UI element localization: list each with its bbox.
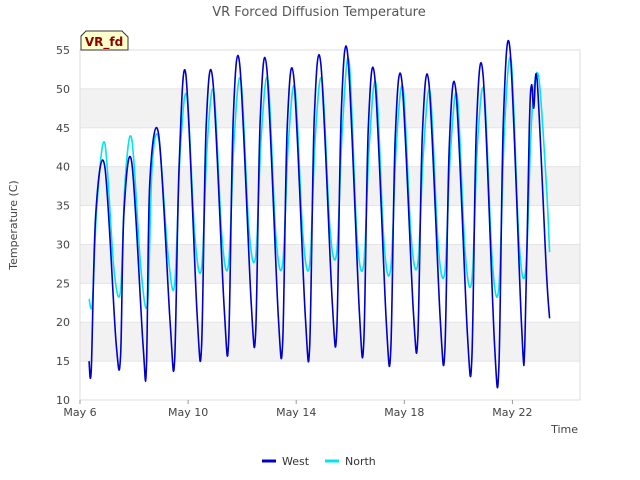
x-tick-label: May 10 [168,406,208,419]
grid-band [80,166,580,206]
x-tick-label: May 18 [384,406,424,419]
series-layer [88,39,551,389]
y-tick-label: 50 [56,83,70,96]
legend-label-north: North [345,455,376,468]
x-tick-label: May 14 [276,406,316,419]
x-tick-label: May 6 [63,406,96,419]
grid-band [80,322,580,362]
y-axis-title: Temperature (C) [7,180,20,270]
y-tick-label: 20 [56,316,70,329]
y-tick-label: 30 [56,238,70,251]
y-tick-label: 25 [56,277,70,290]
grid-band [80,88,580,128]
y-tick-label: 40 [56,161,70,174]
x-axis-ticks: May 6 May 10 May 14 May 18 May 22 [63,400,533,419]
series-line-west [88,39,551,389]
site-badge-shape [80,30,129,51]
y-tick-label: 45 [56,122,70,135]
site-badge: VR_fd [80,30,129,51]
legend-label-west: West [282,455,310,468]
y-tick-label: 55 [56,44,70,57]
x-tick-label: May 22 [492,406,532,419]
chart-title: VR Forced Diffusion Temperature [212,5,426,20]
site-badge-label: VR_fd [85,35,123,50]
y-tick-label: 35 [56,200,70,213]
x-axis-title: Time [550,423,578,436]
y-axis-ticks: 10 15 20 25 30 35 40 45 50 55 [56,44,70,407]
y-tick-label: 15 [56,355,70,368]
plot-frame [79,49,581,401]
y-tick-label: 10 [56,394,70,407]
legend: West North [262,455,376,468]
